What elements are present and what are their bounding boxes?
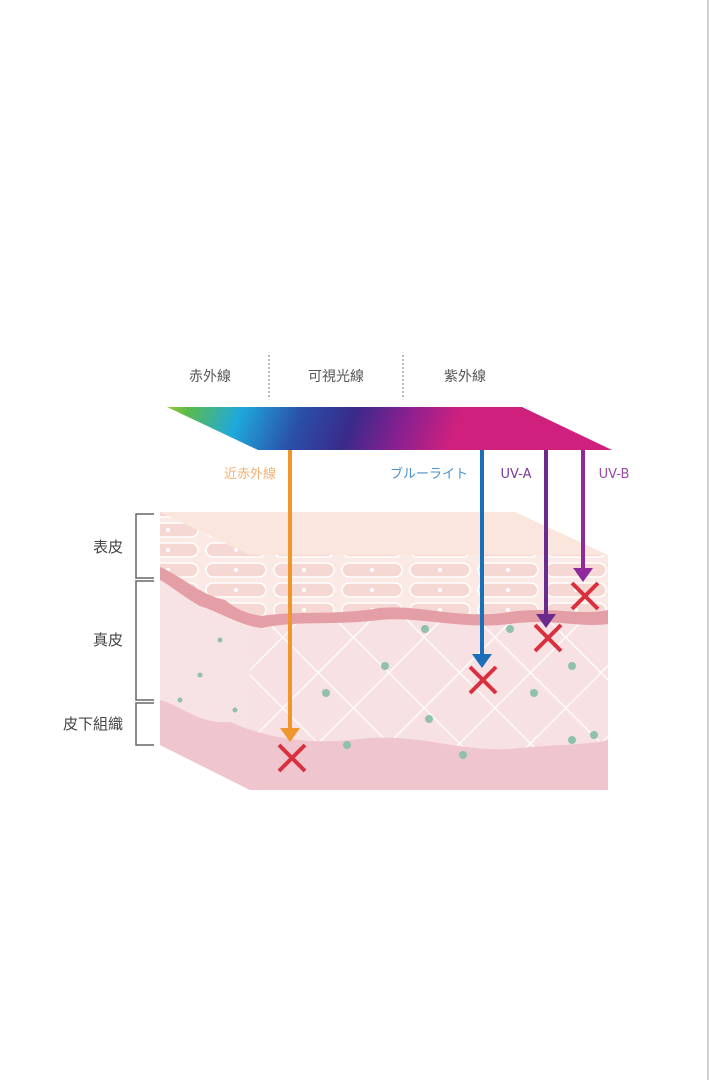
damage-x-icon bbox=[468, 665, 498, 695]
basement-membrane bbox=[160, 567, 608, 628]
arrow-head-icon bbox=[472, 654, 492, 668]
spectrum-band bbox=[167, 407, 612, 450]
arrow-head-icon bbox=[573, 568, 593, 582]
ray-uva: UV-A bbox=[501, 450, 563, 653]
label-uva: UV-A bbox=[501, 467, 532, 482]
label-ultraviolet: 紫外線 bbox=[444, 369, 486, 385]
layer-brackets bbox=[135, 513, 154, 746]
label-blue-light: ブルーライト bbox=[390, 466, 468, 482]
label-uvb: UV-B bbox=[599, 467, 630, 482]
arrow-head-icon bbox=[280, 728, 300, 742]
label-epidermis: 表皮 bbox=[93, 538, 123, 556]
spectrum-labels: 赤外線 可視光線 紫外線 bbox=[189, 355, 486, 398]
ray-near-infrared: 近赤外線 bbox=[224, 450, 307, 773]
label-visible-light: 可視光線 bbox=[308, 369, 364, 385]
damage-x-icon bbox=[277, 743, 307, 773]
epidermis bbox=[160, 512, 608, 618]
skin-block bbox=[160, 512, 608, 790]
label-subcutaneous: 皮下組織 bbox=[63, 715, 123, 733]
ray-uvb: UV-B bbox=[570, 450, 630, 611]
damage-x-icon bbox=[570, 581, 600, 611]
right-border bbox=[707, 0, 709, 1080]
ray-blue-light: ブルーライト bbox=[390, 450, 498, 695]
damage-x-icon bbox=[533, 623, 563, 653]
dermis-dots bbox=[177, 625, 598, 759]
skin-top-face bbox=[160, 512, 608, 555]
arrow-head-icon bbox=[536, 614, 556, 628]
label-dermis: 真皮 bbox=[93, 631, 123, 649]
subcutaneous-tissue bbox=[160, 700, 608, 790]
label-infrared: 赤外線 bbox=[189, 369, 231, 385]
label-near-infrared: 近赤外線 bbox=[224, 466, 276, 482]
